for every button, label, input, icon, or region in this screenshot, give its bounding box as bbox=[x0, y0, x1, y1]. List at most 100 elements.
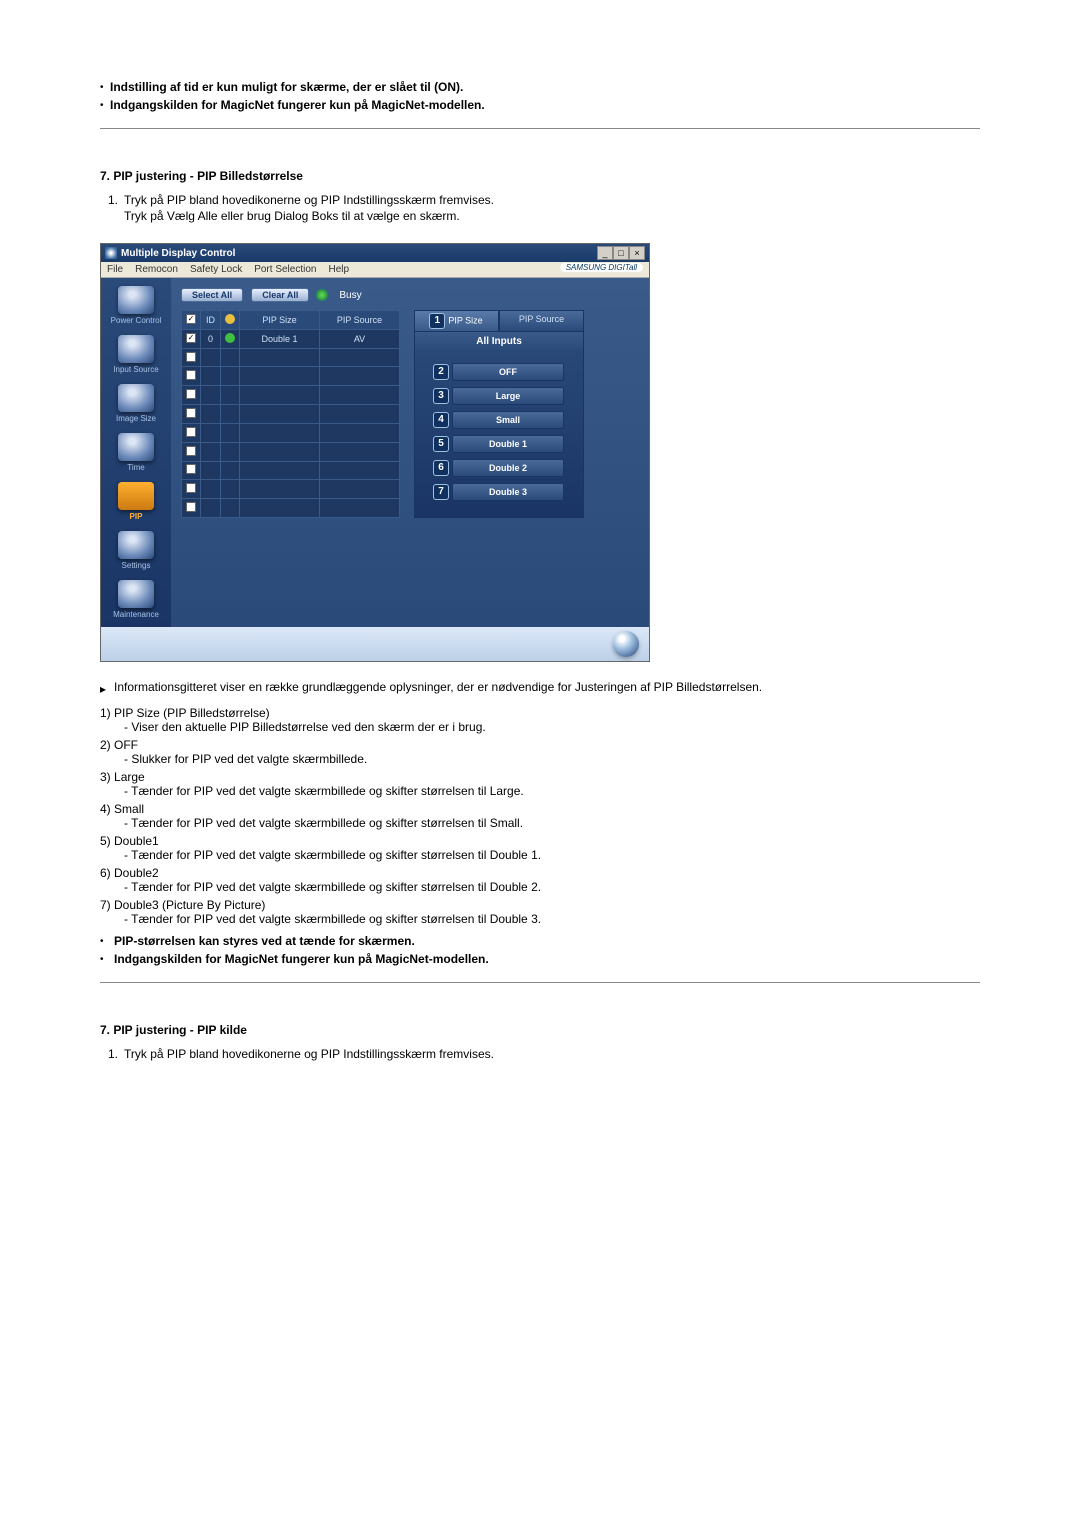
status-dot-icon bbox=[225, 314, 235, 324]
bullet-item: • Indgangskilden for MagicNet fungerer k… bbox=[100, 98, 980, 112]
intro-text: Tryk på PIP bland hovedikonerne og PIP I… bbox=[124, 193, 980, 207]
bullet-item: • Indstilling af tid er kun muligt for s… bbox=[100, 80, 980, 94]
option-button[interactable]: Small bbox=[452, 411, 564, 429]
option-button[interactable]: OFF bbox=[452, 363, 564, 381]
tab-pip-size[interactable]: 1PIP Size bbox=[414, 310, 499, 332]
table-row bbox=[182, 423, 400, 442]
close-button[interactable]: × bbox=[629, 246, 645, 260]
input-source-icon bbox=[118, 335, 154, 363]
power-icon bbox=[118, 286, 154, 314]
row-checkbox[interactable] bbox=[186, 502, 196, 512]
top-bullet-list: • Indstilling af tid er kun muligt for s… bbox=[100, 80, 980, 112]
intro-text-2: Tryk på Vælg Alle eller brug Dialog Boks… bbox=[124, 209, 980, 223]
app-icon bbox=[105, 247, 117, 259]
row-checkbox[interactable] bbox=[186, 408, 196, 418]
menu-safety-lock[interactable]: Safety Lock bbox=[190, 264, 242, 275]
item-num: 4) bbox=[100, 802, 111, 816]
option-descriptions: 1) PIP Size (PIP Billedstørrelse) - Vise… bbox=[100, 706, 980, 926]
sidebar: Power Control Input Source Image Size Ti… bbox=[101, 278, 171, 627]
tab-badge: 1 bbox=[430, 314, 444, 328]
table-row bbox=[182, 480, 400, 499]
option-button[interactable]: Double 2 bbox=[452, 459, 564, 477]
option-double1: 5Double 1 bbox=[434, 435, 564, 453]
sidebar-item-pip[interactable]: PIP bbox=[105, 482, 167, 521]
main-pane: Select All Clear All Busy ID PIP Size PI… bbox=[171, 278, 649, 627]
menu-help[interactable]: Help bbox=[328, 264, 349, 275]
row-checkbox[interactable] bbox=[186, 370, 196, 380]
info-icon bbox=[613, 631, 639, 657]
info-note: ▸ Informationsgitteret viser en række gr… bbox=[100, 680, 980, 696]
col-pip-source: PIP Source bbox=[320, 311, 400, 330]
row-checkbox[interactable] bbox=[186, 352, 196, 362]
option-off: 2OFF bbox=[434, 363, 564, 381]
maximize-button[interactable]: □ bbox=[613, 246, 629, 260]
row-checkbox[interactable] bbox=[186, 427, 196, 437]
table-row bbox=[182, 405, 400, 424]
sidebar-item-image-size[interactable]: Image Size bbox=[105, 384, 167, 423]
tab-row: 1PIP Size PIP Source bbox=[414, 310, 584, 332]
sidebar-item-maintenance[interactable]: Maintenance bbox=[105, 580, 167, 619]
cell-pip-size: Double 1 bbox=[240, 329, 320, 348]
list-item: 3) Large - Tænder for PIP ved det valgte… bbox=[100, 770, 980, 798]
row-status-icon bbox=[225, 333, 235, 343]
bullet-text: Indgangskilden for MagicNet fungerer kun… bbox=[110, 98, 980, 112]
option-button[interactable]: Large bbox=[452, 387, 564, 405]
row-checkbox[interactable] bbox=[186, 333, 196, 343]
minimize-button[interactable]: _ bbox=[597, 246, 613, 260]
pip-icon bbox=[118, 482, 154, 510]
menu-remocon[interactable]: Remocon bbox=[135, 264, 178, 275]
status-strip bbox=[101, 627, 649, 661]
table-row[interactable]: 0 Double 1 AV bbox=[182, 329, 400, 348]
display-grid: ID PIP Size PIP Source 0 Double 1 AV bbox=[181, 310, 400, 518]
option-small: 4Small bbox=[434, 411, 564, 429]
row-checkbox[interactable] bbox=[186, 483, 196, 493]
intro-line: 1. Tryk på PIP bland hovedikonerne og PI… bbox=[100, 1047, 980, 1061]
intro-num: 1. bbox=[100, 193, 118, 207]
table-row bbox=[182, 499, 400, 518]
cell-id: 0 bbox=[201, 329, 221, 348]
bullet-text: PIP-størrelsen kan styres ved at tænde f… bbox=[114, 934, 980, 948]
item-label: Double2 bbox=[114, 866, 159, 880]
option-button[interactable]: Double 3 bbox=[452, 483, 564, 501]
option-button[interactable]: Double 1 bbox=[452, 435, 564, 453]
item-num: 3) bbox=[100, 770, 111, 784]
option-double2: 6Double 2 bbox=[434, 459, 564, 477]
clear-all-button[interactable]: Clear All bbox=[251, 288, 309, 302]
window-buttons: _ □ × bbox=[597, 246, 645, 260]
settings-icon bbox=[118, 531, 154, 559]
select-all-button[interactable]: Select All bbox=[181, 288, 243, 302]
toolbar: Select All Clear All Busy bbox=[181, 288, 639, 302]
item-desc: - Tænder for PIP ved det valgte skærmbil… bbox=[124, 912, 980, 926]
header-checkbox[interactable] bbox=[186, 314, 196, 324]
section-heading: 7. PIP justering - PIP kilde bbox=[100, 1023, 980, 1037]
separator bbox=[100, 982, 980, 983]
col-pip-size: PIP Size bbox=[240, 311, 320, 330]
sidebar-item-power[interactable]: Power Control bbox=[105, 286, 167, 325]
menu-file[interactable]: File bbox=[107, 264, 123, 275]
option-double3: 7Double 3 bbox=[434, 483, 564, 501]
intro-num: 1. bbox=[100, 1047, 118, 1061]
brand-badge: SAMSUNG DIGITall bbox=[560, 263, 643, 272]
info-note-text: Informationsgitteret viser en række grun… bbox=[114, 680, 980, 694]
titlebar-text: Multiple Display Control bbox=[121, 248, 597, 259]
table-row bbox=[182, 442, 400, 461]
app-body: Power Control Input Source Image Size Ti… bbox=[101, 278, 649, 627]
row-checkbox[interactable] bbox=[186, 464, 196, 474]
item-label: PIP Size (PIP Billedstørrelse) bbox=[114, 706, 270, 720]
content-row: ID PIP Size PIP Source 0 Double 1 AV bbox=[181, 310, 639, 518]
list-item: 2) OFF - Slukker for PIP ved det valgte … bbox=[100, 738, 980, 766]
row-checkbox[interactable] bbox=[186, 389, 196, 399]
col-id: ID bbox=[201, 311, 221, 330]
cell-pip-source: AV bbox=[320, 329, 400, 348]
list-item: 1) PIP Size (PIP Billedstørrelse) - Vise… bbox=[100, 706, 980, 734]
sidebar-item-time[interactable]: Time bbox=[105, 433, 167, 472]
bullet-dot-icon: • bbox=[100, 80, 110, 93]
menubar: File Remocon Safety Lock Port Selection … bbox=[101, 262, 649, 278]
sidebar-item-input-source[interactable]: Input Source bbox=[105, 335, 167, 374]
item-desc: - Tænder for PIP ved det valgte skærmbil… bbox=[124, 784, 980, 798]
menu-port-selection[interactable]: Port Selection bbox=[254, 264, 316, 275]
sidebar-item-settings[interactable]: Settings bbox=[105, 531, 167, 570]
row-checkbox[interactable] bbox=[186, 446, 196, 456]
item-label: Double3 (Picture By Picture) bbox=[114, 898, 265, 912]
tab-pip-source[interactable]: PIP Source bbox=[499, 310, 584, 332]
